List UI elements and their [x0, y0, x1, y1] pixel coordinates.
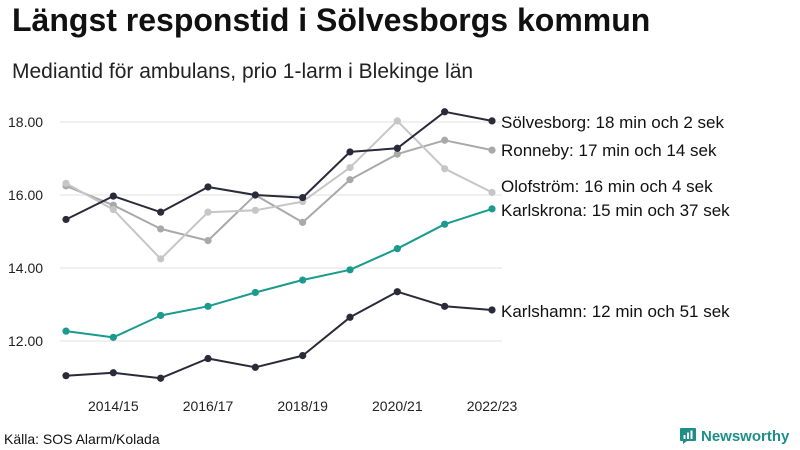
- data-point: [204, 302, 212, 310]
- data-point: [441, 108, 449, 116]
- data-point: [204, 183, 212, 191]
- series-label-olofström: Olofström: 16 min och 4 sek: [501, 177, 713, 196]
- newsworthy-logo-icon: [680, 428, 696, 444]
- data-point: [157, 255, 165, 263]
- data-point: [157, 225, 165, 233]
- data-point: [62, 179, 70, 187]
- data-point: [441, 165, 449, 173]
- data-point: [62, 215, 70, 224]
- x-tick-label: 2020/21: [372, 398, 423, 414]
- x-tick-label: 2018/19: [277, 398, 328, 414]
- series-label-ronneby: Ronneby: 17 min och 14 sek: [501, 141, 717, 160]
- x-tick-label: 2014/15: [88, 398, 139, 414]
- data-point: [204, 237, 212, 245]
- data-point: [109, 369, 117, 377]
- series-line-olofström: [65, 119, 493, 260]
- y-tick-label: 14.00: [8, 260, 43, 276]
- data-point: [299, 193, 307, 202]
- data-point: [488, 306, 496, 314]
- source-note: Källa: SOS Alarm/Kolada: [4, 431, 160, 447]
- data-point: [393, 245, 401, 253]
- series-line-karlskrona: [65, 207, 493, 339]
- data-point: [393, 150, 401, 158]
- y-tick-label: 16.00: [8, 187, 43, 203]
- series-line-karlshamn: [65, 290, 493, 380]
- data-point: [346, 266, 354, 274]
- data-point: [157, 311, 165, 320]
- data-point: [109, 333, 117, 341]
- y-tick-label: 18.00: [8, 114, 43, 130]
- data-point: [488, 188, 496, 197]
- series-line-sölvesborg: [65, 110, 493, 221]
- series-label-karlskrona: Karlskrona: 15 min och 37 sek: [501, 201, 730, 220]
- data-point: [488, 146, 496, 154]
- data-point: [299, 218, 307, 226]
- data-point: [109, 206, 117, 214]
- x-tick-label: 2022/23: [467, 398, 518, 414]
- data-point: [346, 148, 354, 156]
- chart-subtitle: Mediantid för ambulans, prio 1-larm i Bl…: [12, 60, 474, 83]
- series-label-sölvesborg: Sölvesborg: 18 min och 2 sek: [501, 113, 725, 132]
- data-point: [488, 117, 496, 125]
- chart-title: Längst responstid i Sölvesborgs kommun: [12, 2, 651, 38]
- data-point: [157, 208, 165, 216]
- series-label-karlshamn: Karlshamn: 12 min och 51 sek: [501, 302, 730, 321]
- data-point: [393, 117, 401, 125]
- data-point: [393, 288, 401, 296]
- data-point: [251, 363, 259, 371]
- data-point: [346, 176, 354, 184]
- newsworthy-logo: Newsworthy: [679, 427, 789, 445]
- data-point: [393, 144, 401, 152]
- data-point: [299, 276, 307, 284]
- data-point: [488, 205, 496, 213]
- data-point: [204, 208, 212, 216]
- data-point: [299, 352, 307, 360]
- data-point: [204, 354, 212, 363]
- data-point: [346, 164, 354, 172]
- data-point: [251, 206, 259, 214]
- data-point: [441, 220, 449, 228]
- data-point: [346, 313, 354, 321]
- data-point: [62, 327, 70, 335]
- x-tick-label: 2016/17: [183, 398, 234, 414]
- data-point: [441, 302, 449, 310]
- data-point: [441, 136, 449, 144]
- y-tick-label: 12.00: [8, 333, 43, 349]
- data-point: [62, 372, 70, 380]
- data-point: [251, 288, 259, 297]
- data-point: [251, 191, 259, 199]
- series-line-ronneby: [65, 139, 493, 242]
- data-point: [157, 374, 165, 382]
- data-point: [109, 192, 117, 200]
- newsworthy-logo-text: Newsworthy: [701, 427, 790, 445]
